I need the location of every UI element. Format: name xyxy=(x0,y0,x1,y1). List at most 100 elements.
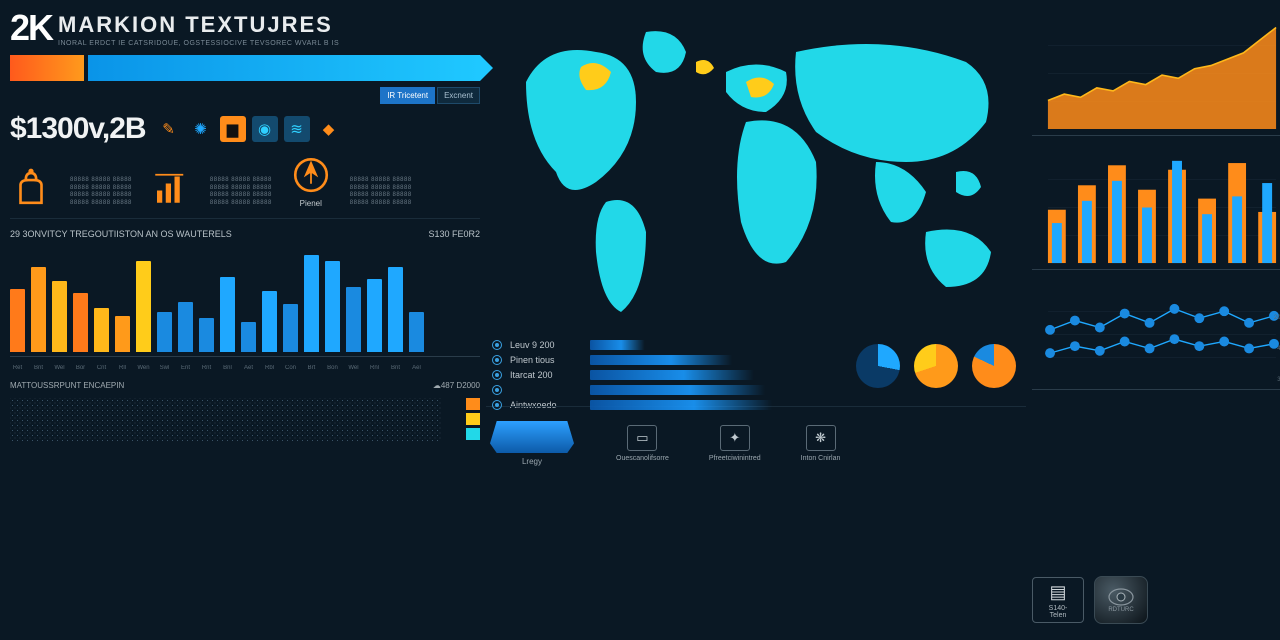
pie-chart xyxy=(856,344,900,388)
disk-badge[interactable]: ▤ S140- Telen xyxy=(1032,577,1084,623)
color-swatch xyxy=(466,428,480,440)
bullet-bar xyxy=(590,340,668,350)
logo-2k: 2K xyxy=(10,12,52,44)
bar xyxy=(136,261,151,352)
main-barchart xyxy=(10,247,480,357)
lens-badge-label: RDTURC xyxy=(1108,607,1133,613)
chip-row: IR TricetentExcnent xyxy=(380,87,480,104)
bar xyxy=(388,267,403,352)
plane-circle-icon xyxy=(290,154,332,196)
bar xyxy=(52,281,67,352)
bar xyxy=(325,261,340,352)
page-title: MARKION TEXTUJRES xyxy=(58,12,339,38)
diamond-icon[interactable]: ◆ xyxy=(316,116,342,142)
bullet-bar xyxy=(590,370,824,380)
bar xyxy=(10,289,25,352)
mini-dot-chart: 3040200 xyxy=(1032,280,1280,390)
folder-icon[interactable]: ▆ xyxy=(220,116,246,142)
world-map xyxy=(486,12,1026,332)
bar xyxy=(346,287,361,352)
wedge-shape xyxy=(490,421,574,453)
bar xyxy=(31,267,46,352)
center-footer: Lregy ▭ Ouescanolifsorre ✦ Pfreetciwinint… xyxy=(486,415,1026,466)
pie-row xyxy=(486,344,1026,388)
disk-icon: ▤ xyxy=(1049,582,1066,603)
headline-figure: $1300v,2B xyxy=(10,112,146,146)
plane-circle-icon-block: Pienel xyxy=(290,154,332,208)
card-icon-item[interactable]: ▭ Ouescanolifsorre xyxy=(616,425,669,462)
left-panel: 2K MARKION TEXTUJRES INORAL ERDCT IE CAT… xyxy=(10,12,480,628)
bar xyxy=(178,302,193,353)
fan-icon-item[interactable]: ❋ Inton Cnirlan xyxy=(801,425,841,462)
bullet-bar xyxy=(590,385,840,395)
center-panel: Leuv 9 200 Pinen tious Itarcat 200 Aintw… xyxy=(486,12,1026,628)
right-panel: 3040200 ▤ S140- Telen RDTURC xyxy=(1032,12,1280,628)
bar xyxy=(220,277,235,352)
stat-dots: 88888 88888 8888888888 88888 8888888888 … xyxy=(210,177,272,208)
bar xyxy=(262,291,277,352)
bars-icon-block xyxy=(150,166,192,208)
barchart-xlabels: RetBntWelBorCntRllWenSwlEntRntBnlAetRblC… xyxy=(10,365,480,371)
bar xyxy=(73,293,88,352)
barchart-header: 29 3ONVITCY TREGOUTIISTON AN OS WAUTEREL… xyxy=(10,229,480,239)
swatch-legend xyxy=(466,398,480,442)
bar xyxy=(157,312,172,352)
pie-chart xyxy=(972,344,1016,388)
banner-row xyxy=(10,55,480,81)
stat-label: Pienel xyxy=(300,199,322,208)
wedge-label: Lregy xyxy=(522,457,542,466)
bar xyxy=(199,318,214,352)
bullet-bar xyxy=(590,400,850,410)
cf-label: Ouescanolifsorre xyxy=(616,455,669,462)
right-footer: ▤ S140- Telen RDTURC xyxy=(1032,576,1280,628)
barchart-title-left: 29 3ONVITCY TREGOUTIISTON AN OS WAUTEREL… xyxy=(10,229,232,239)
spark-icon: ✦ xyxy=(720,425,750,451)
filter-chip[interactable]: IR Tricetent xyxy=(380,87,435,104)
page-subtitle: INORAL ERDCT IE CATSRIDOUE, OGSTESSIOCIV… xyxy=(58,40,339,47)
bar xyxy=(283,304,298,352)
bullet-dot-icon xyxy=(492,370,502,380)
gear-icon[interactable]: ✺ xyxy=(188,116,214,142)
stat-icons-row: 88888 88888 8888888888 88888 8888888888 … xyxy=(10,154,480,208)
headline-row: $1300v,2B ✎✺▆◉≋◆ xyxy=(10,112,480,146)
spark-icon-item[interactable]: ✦ Pfreetciwinintred xyxy=(709,425,761,462)
bar xyxy=(367,279,382,352)
bag-icon xyxy=(10,166,52,208)
bar xyxy=(304,255,319,352)
barchart-title-right: S130 FE0R2 xyxy=(428,229,480,239)
bullet-dot-icon xyxy=(492,355,502,365)
tools-icon[interactable]: ✎ xyxy=(156,116,182,142)
bullet-row: Aintwxoedo xyxy=(492,400,1026,410)
fan-icon: ❋ xyxy=(806,425,836,451)
cf-label: Pfreetciwinintred xyxy=(709,455,761,462)
color-swatch xyxy=(466,398,480,410)
color-swatch xyxy=(466,413,480,425)
layers-icon[interactable]: ≋ xyxy=(284,116,310,142)
stat-dots: 88888 88888 8888888888 88888 8888888888 … xyxy=(350,177,412,208)
bullet-label: Aintwxoedo xyxy=(510,400,582,410)
bullet-bar xyxy=(590,355,793,365)
footer-label-right: 487 D2000 xyxy=(441,381,480,390)
bar xyxy=(94,308,109,352)
bag-icon-block xyxy=(10,166,52,208)
disk-badge-label: S140- Telen xyxy=(1049,605,1068,619)
bar xyxy=(241,322,256,352)
bar xyxy=(115,316,130,352)
svg-text:200: 200 xyxy=(1274,315,1280,321)
bars-icon xyxy=(150,166,192,208)
header: 2K MARKION TEXTUJRES INORAL ERDCT IE CAT… xyxy=(10,12,480,47)
footer-label-left: MATTOUSSRPUNT ENCAEPIN xyxy=(10,381,124,390)
lens-badge[interactable]: RDTURC xyxy=(1094,576,1148,624)
stat-dots: 88888 88888 8888888888 88888 8888888888 … xyxy=(70,177,132,208)
banner-blue-arrow xyxy=(88,55,480,81)
mini-area-chart xyxy=(1032,12,1280,136)
bullet-dot-icon xyxy=(492,340,502,350)
cf-label: Inton Cnirlan xyxy=(801,455,841,462)
eye-lens-icon xyxy=(1108,587,1134,607)
pie-chart xyxy=(914,344,958,388)
filter-chip[interactable]: Excnent xyxy=(437,87,480,104)
globe-icon[interactable]: ◉ xyxy=(252,116,278,142)
bullet-dot-icon xyxy=(492,400,502,410)
left-footer: MATTOUSSRPUNT ENCAEPIN ☁ 487 D2000 xyxy=(10,381,480,390)
bar xyxy=(409,312,424,352)
